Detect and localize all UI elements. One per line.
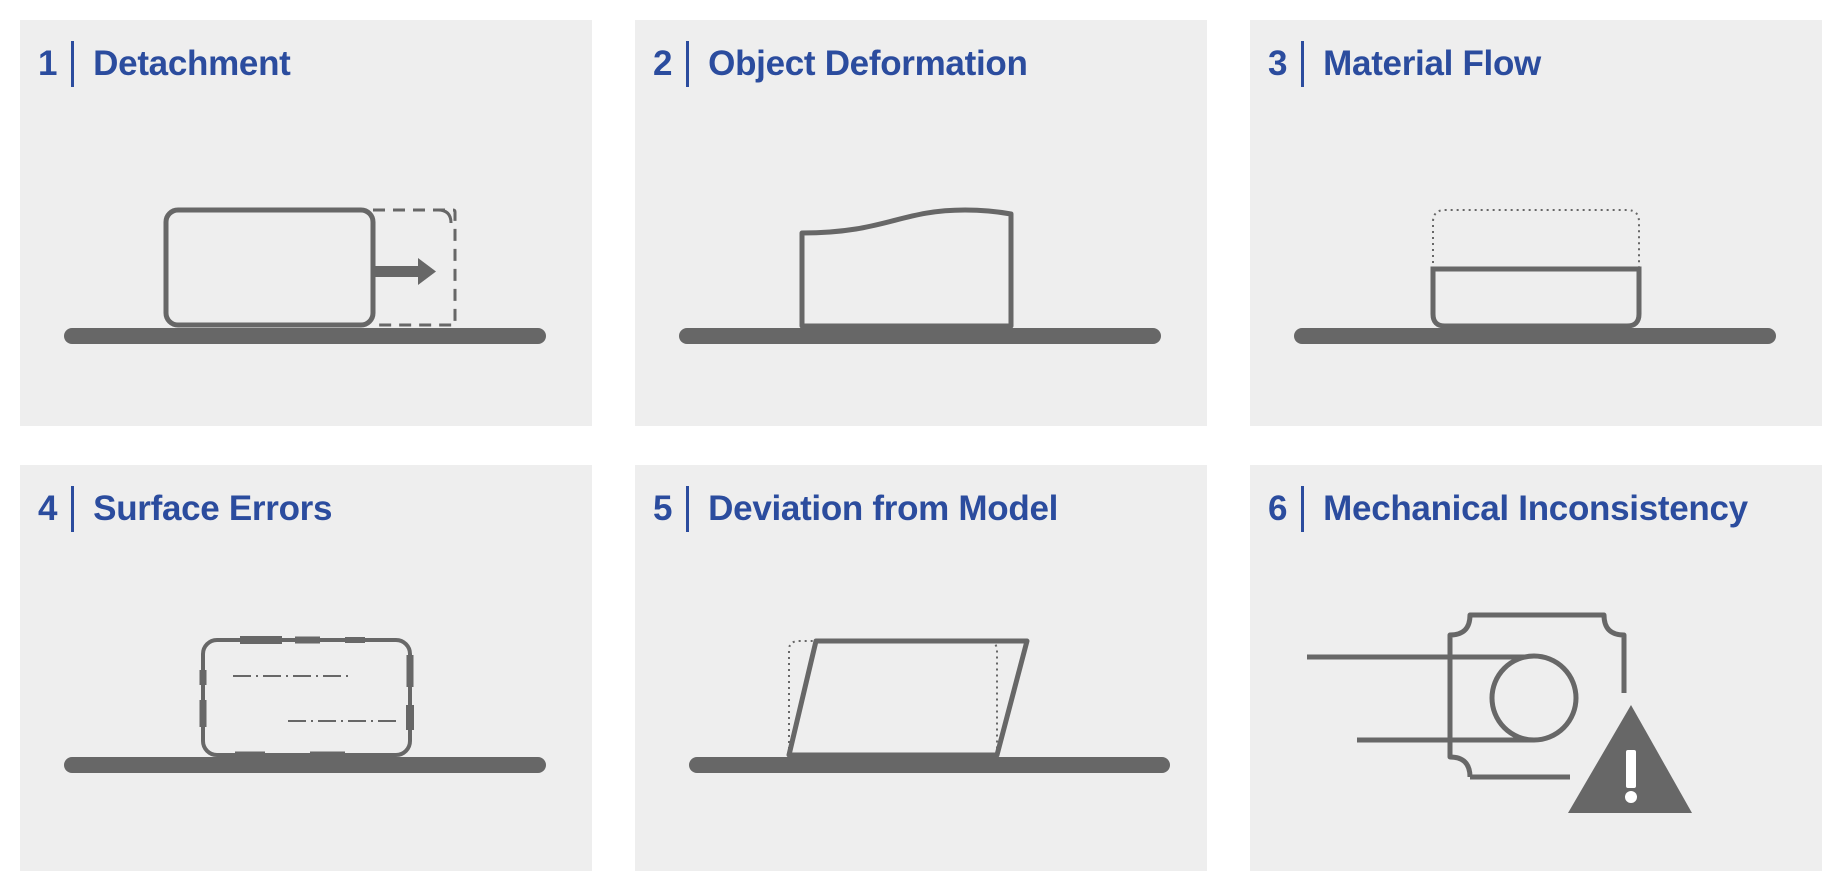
panel-title-text: Object Deformation xyxy=(708,44,1028,83)
title-separator xyxy=(71,486,75,532)
panel-title-text: Detachment xyxy=(93,44,291,83)
panel-number: 1 xyxy=(38,44,58,83)
panel-number: 2 xyxy=(653,44,673,83)
panel-title: 4 Surface Errors xyxy=(38,485,332,533)
detachment-icon xyxy=(64,207,546,344)
title-separator xyxy=(1301,486,1305,532)
material-flow-icon xyxy=(1294,209,1776,344)
mechanical-inconsistency-icon xyxy=(1307,612,1697,818)
title-separator xyxy=(686,41,690,87)
panel-deviation-from-model: 5 Deviation from Model xyxy=(635,465,1207,871)
panel-title-text: Surface Errors xyxy=(93,489,333,528)
title-separator xyxy=(1301,41,1305,87)
panel-number: 3 xyxy=(1268,44,1288,83)
panel-title: 2 Object Deformation xyxy=(653,40,1028,88)
panel-number: 6 xyxy=(1268,489,1288,528)
object-deformation-icon xyxy=(679,207,1161,344)
panel-number: 4 xyxy=(38,489,58,528)
panel-detachment: 1 Detachment xyxy=(20,20,592,426)
panel-title-text: Deviation from Model xyxy=(708,489,1059,528)
panel-mechanical-inconsistency: 6 Mechanical Inconsistency xyxy=(1250,465,1822,871)
panel-surface-errors: 4 Surface Errors xyxy=(20,465,592,871)
panel-title: 6 Mechanical Inconsistency xyxy=(1268,485,1748,533)
title-separator xyxy=(686,486,690,532)
panel-title: 1 Detachment xyxy=(38,40,291,88)
panel-title-text: Material Flow xyxy=(1323,44,1541,83)
panel-object-deformation: 2 Object Deformation xyxy=(635,20,1207,426)
deviation-from-model-icon xyxy=(689,638,1170,773)
panel-title-text: Mechanical Inconsistency xyxy=(1323,489,1748,528)
panel-title: 5 Deviation from Model xyxy=(653,485,1058,533)
panel-number: 5 xyxy=(653,489,673,528)
title-separator xyxy=(71,41,75,87)
surface-errors-icon xyxy=(64,636,546,773)
panel-title: 3 Material Flow xyxy=(1268,40,1541,88)
panel-material-flow: 3 Material Flow xyxy=(1250,20,1822,426)
